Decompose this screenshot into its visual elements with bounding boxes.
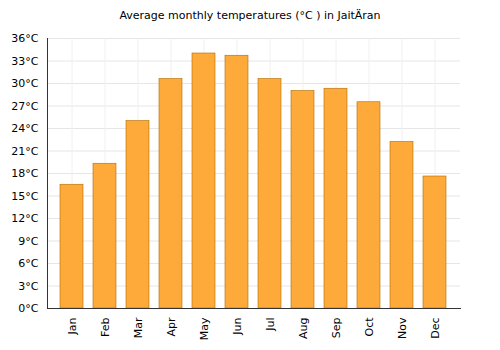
- svg-text:Nov: Nov: [396, 317, 409, 339]
- svg-text:6°C: 6°C: [18, 257, 38, 270]
- svg-text:Oct: Oct: [363, 317, 376, 337]
- svg-text:33°C: 33°C: [11, 55, 38, 68]
- svg-text:21°C: 21°C: [11, 145, 38, 158]
- svg-text:Jan: Jan: [66, 317, 79, 335]
- svg-text:15°C: 15°C: [11, 190, 38, 203]
- svg-text:30°C: 30°C: [11, 77, 38, 90]
- svg-text:27°C: 27°C: [11, 100, 38, 113]
- svg-text:36°C: 36°C: [11, 32, 38, 45]
- html-text:Average monthly temperatures (: Average monthly temperatures (°C ) in Ja…: [119, 9, 381, 22]
- svg-text:Jun: Jun: [231, 317, 244, 335]
- svg-text:May: May: [198, 317, 211, 340]
- svg-text:Aug: Aug: [297, 318, 310, 339]
- svg-text:Jul: Jul: [264, 318, 277, 332]
- svg-text:Apr: Apr: [165, 317, 178, 337]
- svg-text:18°C: 18°C: [11, 167, 38, 180]
- svg-text:0°C: 0°C: [18, 302, 38, 315]
- svg-text:Feb: Feb: [99, 317, 112, 336]
- svg-text:24°C: 24°C: [11, 122, 38, 135]
- svg-text:3°C: 3°C: [18, 280, 38, 293]
- svg-text:Dec: Dec: [429, 318, 442, 339]
- svg-text:9°C: 9°C: [18, 235, 38, 248]
- svg-text:Sep: Sep: [330, 317, 343, 338]
- svg-text:12°C: 12°C: [11, 212, 38, 225]
- svg-text:Mar: Mar: [132, 317, 145, 338]
